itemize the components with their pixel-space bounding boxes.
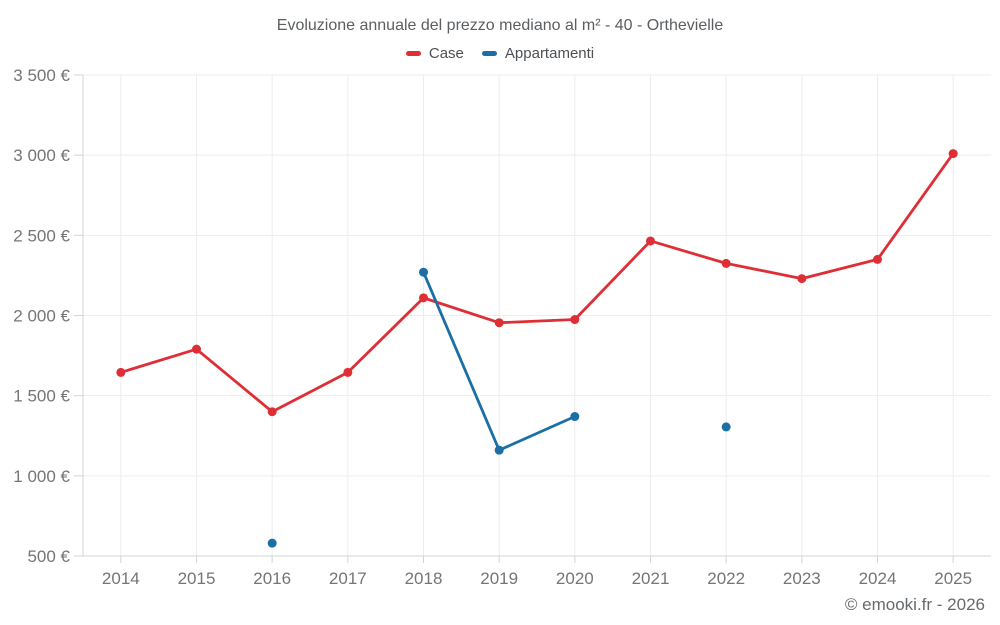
x-tick-label: 2019 — [480, 569, 518, 588]
x-tick-label: 2023 — [783, 569, 821, 588]
case-point-2014[interactable] — [116, 367, 126, 377]
y-tick-label: 1 000 € — [13, 467, 70, 486]
legend-item-case[interactable]: Case — [405, 45, 464, 62]
appartamenti-point-2019[interactable] — [494, 445, 504, 455]
y-tick-label: 2 500 € — [13, 226, 70, 245]
x-tick-label: 2014 — [102, 569, 140, 588]
case-point-2021[interactable] — [646, 236, 655, 246]
legend-item-appartamenti[interactable]: Appartamenti — [481, 45, 595, 62]
legend-label: Case — [428, 45, 464, 62]
y-tick-label: 1 500 € — [13, 387, 70, 406]
y-tick-label: 3 500 € — [13, 66, 70, 85]
case-line — [119, 152, 955, 414]
x-tick-label: 2016 — [253, 569, 291, 588]
case-point-2018[interactable] — [419, 293, 428, 303]
chart-title: Evoluzione annuale del prezzo mediano al… — [276, 17, 724, 34]
x-tick-label: 2022 — [707, 569, 745, 588]
case-point-2024[interactable] — [873, 254, 882, 264]
y-tick-label: 500 € — [27, 547, 70, 566]
case-point-2015[interactable] — [192, 344, 201, 354]
appartamenti-point-2018[interactable] — [419, 267, 428, 277]
appartamenti-point-2016[interactable] — [267, 538, 277, 548]
appartamenti-point-2020[interactable] — [570, 412, 580, 422]
legend-marker-icon — [405, 51, 421, 56]
case-point-2019[interactable] — [494, 318, 504, 328]
x-tick-label: 2025 — [934, 569, 972, 588]
x-tick-label: 2018 — [405, 569, 443, 588]
y-tick-label: 2 000 € — [13, 307, 70, 326]
case-point-2020[interactable] — [570, 315, 580, 325]
x-tick-label: 2017 — [329, 569, 367, 588]
case-point-2025[interactable] — [948, 149, 958, 159]
chart-legend: Case Appartamenti — [0, 45, 1000, 62]
y-tick-label: 3 000 € — [13, 146, 70, 165]
x-tick-label: 2021 — [632, 569, 670, 588]
case-point-2022[interactable] — [721, 258, 731, 268]
appartamenti-point-2022[interactable] — [721, 422, 731, 432]
x-tick-label: 2015 — [178, 569, 216, 588]
legend-label: Appartamenti — [504, 45, 595, 62]
legend-marker-icon — [481, 51, 497, 56]
x-tick-label: 2020 — [556, 569, 594, 588]
case-point-2017[interactable] — [343, 367, 353, 377]
x-tick-label: 2024 — [859, 569, 897, 588]
case-point-2023[interactable] — [797, 274, 807, 284]
copyright-footer: © emooki.fr - 2026 — [844, 595, 985, 614]
case-point-2016[interactable] — [267, 407, 277, 417]
